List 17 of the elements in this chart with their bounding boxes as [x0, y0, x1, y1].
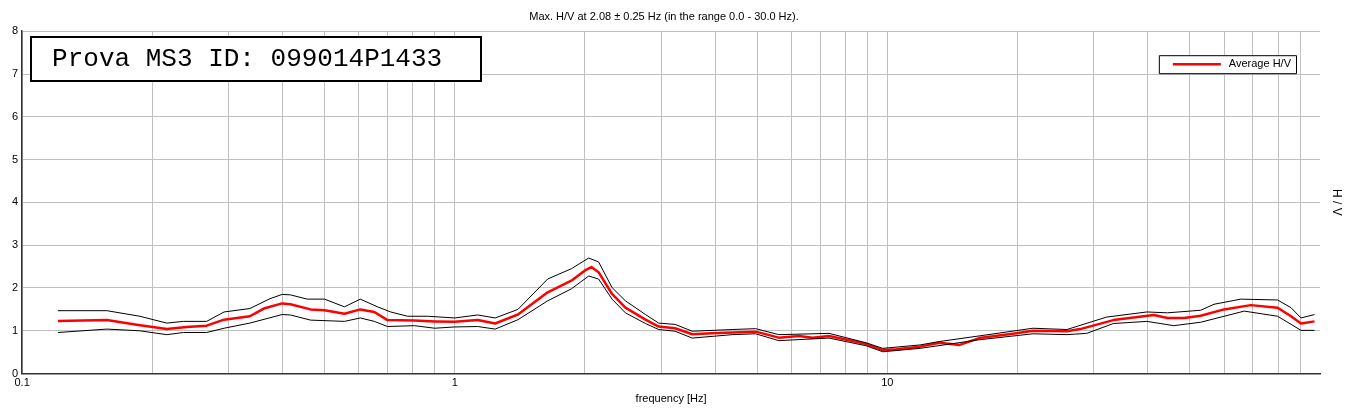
y-tick-label: 6 — [11, 109, 19, 122]
y-tick-label: 3 — [11, 238, 19, 251]
chart-title: Max. H/V at 2.08 ± 0.25 Hz (in the range 0.0 - 30.0 Hz). — [529, 9, 799, 22]
y-tick-label: 5 — [11, 152, 19, 165]
y-tick-label: 0 — [11, 366, 19, 379]
y-tick-label: 1 — [11, 323, 19, 336]
x-axis-title: frequency [Hz] — [635, 392, 707, 405]
y-axis-title: H / V — [1329, 189, 1344, 216]
x-tick-label: 10 — [881, 376, 894, 389]
annotation: Prova MS3 ID: 099014P1433 — [30, 36, 483, 83]
y-tick-label: 8 — [11, 24, 19, 37]
x-tick-label: 0.1 — [14, 376, 30, 389]
y-tick-label: 2 — [11, 281, 19, 294]
y-tick-label: 7 — [11, 67, 19, 80]
legend-label: Average H/V — [1228, 57, 1292, 70]
x-tick-label: 1 — [451, 376, 458, 389]
y-tick-label: 4 — [11, 195, 19, 208]
